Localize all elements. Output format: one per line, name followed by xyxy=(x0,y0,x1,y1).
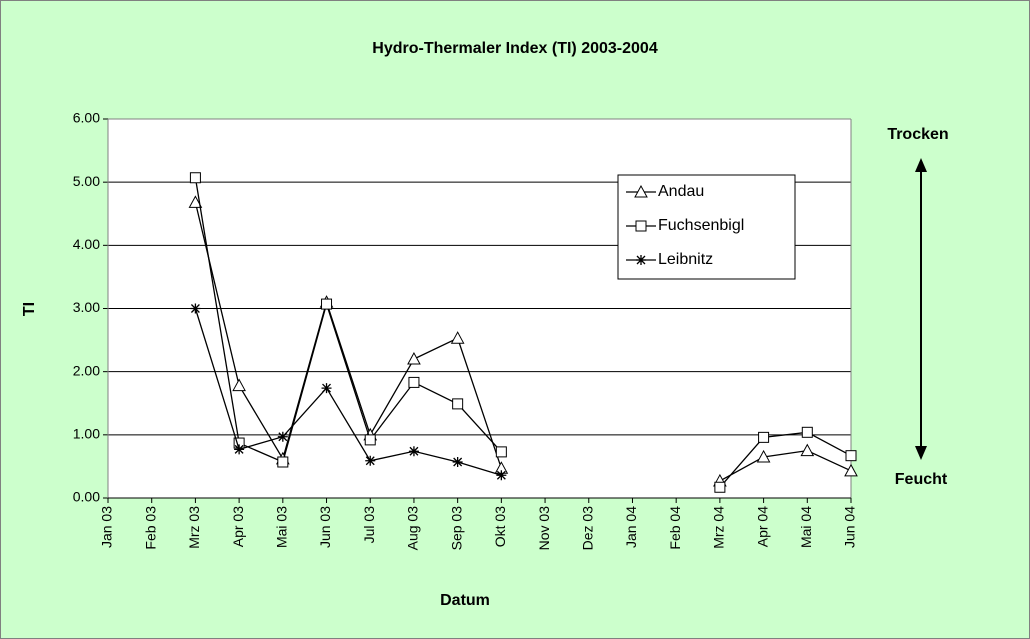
marker xyxy=(844,463,858,477)
marker xyxy=(190,303,201,314)
y-tick-label: 0.00 xyxy=(73,489,100,505)
x-tick-label: Jun 03 xyxy=(317,506,333,548)
legend-label: Andau xyxy=(658,183,704,200)
marker xyxy=(365,455,376,466)
x-tick-label: Feb 03 xyxy=(142,506,158,550)
x-tick-label: Feb 04 xyxy=(667,506,683,550)
y-tick-label: 5.00 xyxy=(73,173,100,189)
marker xyxy=(408,446,419,457)
marker xyxy=(321,298,333,310)
marker xyxy=(407,351,421,365)
y-tick-label: 1.00 xyxy=(73,426,100,442)
x-tick-label: Dez 03 xyxy=(579,506,595,551)
marker xyxy=(635,220,647,232)
marker xyxy=(634,184,648,198)
marker xyxy=(277,431,288,442)
x-tick-label: Apr 04 xyxy=(754,506,770,547)
annotation: Trocken xyxy=(887,126,948,143)
marker xyxy=(234,444,245,455)
marker xyxy=(408,376,420,388)
arrow-head xyxy=(915,158,927,172)
x-tick-label: Mai 04 xyxy=(798,506,814,548)
x-tick-label: Mai 03 xyxy=(274,506,290,548)
x-tick-label: Mrz 04 xyxy=(711,506,727,549)
x-tick-label: Nov 03 xyxy=(536,506,552,551)
x-tick-label: Okt 03 xyxy=(492,506,508,547)
marker xyxy=(321,383,332,394)
x-axis-label: Datum xyxy=(440,592,490,609)
y-tick-label: 4.00 xyxy=(73,236,100,252)
series-line xyxy=(194,202,852,482)
x-tick-label: Jun 04 xyxy=(842,506,858,548)
annotation: Feucht xyxy=(895,471,948,488)
y-tick-label: 6.00 xyxy=(73,110,100,126)
x-tick-label: Mrz 03 xyxy=(186,506,202,549)
x-tick-label: Jan 03 xyxy=(99,506,115,548)
marker xyxy=(756,449,771,463)
arrow-head xyxy=(915,446,927,460)
marker xyxy=(188,195,203,208)
x-tick-label: Jul 03 xyxy=(361,506,377,544)
marker xyxy=(800,443,815,457)
y-tick-label: 3.00 xyxy=(73,299,100,315)
marker xyxy=(758,431,770,443)
marker xyxy=(495,446,507,458)
x-tick-label: Apr 03 xyxy=(230,506,246,547)
x-tick-label: Aug 03 xyxy=(405,506,421,551)
series-line xyxy=(194,308,502,476)
marker xyxy=(452,456,463,467)
marker xyxy=(277,456,289,468)
marker xyxy=(189,172,201,184)
x-tick-label: Jan 04 xyxy=(623,506,639,548)
marker xyxy=(496,470,507,481)
marker xyxy=(714,481,726,493)
y-axis-label: TI xyxy=(21,302,38,316)
marker xyxy=(232,378,246,392)
marker xyxy=(845,450,857,462)
x-tick-label: Sep 03 xyxy=(448,506,464,551)
marker xyxy=(364,434,376,446)
legend-label: Fuchsenbigl xyxy=(658,217,744,234)
marker xyxy=(452,398,464,410)
legend-label: Leibnitz xyxy=(658,251,713,268)
marker xyxy=(801,426,813,438)
marker xyxy=(636,255,646,265)
series-line xyxy=(194,177,852,488)
chart-title: Hydro-Thermaler Index (TI) 2003-2004 xyxy=(372,40,658,57)
marker xyxy=(450,331,465,344)
y-tick-label: 2.00 xyxy=(73,362,100,378)
